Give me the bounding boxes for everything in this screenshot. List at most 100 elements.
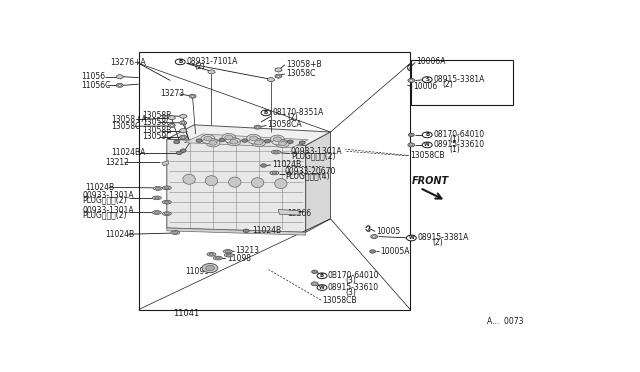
Circle shape xyxy=(219,138,225,142)
Circle shape xyxy=(264,140,271,143)
Text: 0B170-64010: 0B170-64010 xyxy=(328,271,380,280)
Text: 13058+A: 13058+A xyxy=(111,115,147,124)
Text: (2): (2) xyxy=(194,62,205,71)
Circle shape xyxy=(182,122,185,124)
Text: 11024B: 11024B xyxy=(272,160,301,169)
Circle shape xyxy=(275,68,282,72)
Text: 11024B: 11024B xyxy=(105,230,134,239)
Circle shape xyxy=(176,151,182,155)
Circle shape xyxy=(243,229,249,232)
Ellipse shape xyxy=(164,187,169,189)
Text: (2): (2) xyxy=(432,238,443,247)
Ellipse shape xyxy=(248,139,264,144)
Circle shape xyxy=(204,136,212,141)
Circle shape xyxy=(261,110,271,116)
Text: 11056C: 11056C xyxy=(81,81,111,90)
Ellipse shape xyxy=(205,176,218,186)
Ellipse shape xyxy=(154,187,163,190)
Circle shape xyxy=(372,235,376,237)
Circle shape xyxy=(168,116,175,120)
Circle shape xyxy=(408,143,415,147)
Circle shape xyxy=(250,136,257,141)
Circle shape xyxy=(189,94,196,98)
Circle shape xyxy=(271,135,284,143)
Text: 08170-64010: 08170-64010 xyxy=(433,130,484,140)
Circle shape xyxy=(275,74,282,78)
Polygon shape xyxy=(184,134,308,147)
Text: 13058C: 13058C xyxy=(111,122,141,131)
Text: 13273: 13273 xyxy=(161,89,184,99)
Polygon shape xyxy=(167,228,306,235)
Text: 13058B: 13058B xyxy=(142,111,172,120)
Circle shape xyxy=(180,121,187,125)
Ellipse shape xyxy=(272,140,287,145)
Text: (2): (2) xyxy=(442,80,453,89)
Circle shape xyxy=(170,125,173,126)
Circle shape xyxy=(406,235,416,241)
Text: B: B xyxy=(178,59,182,64)
Circle shape xyxy=(287,140,293,144)
Circle shape xyxy=(277,75,280,77)
Ellipse shape xyxy=(152,196,161,200)
Text: 13058C: 13058C xyxy=(286,69,316,78)
Text: (3): (3) xyxy=(346,276,356,285)
Text: B: B xyxy=(264,110,268,115)
Circle shape xyxy=(422,142,432,148)
Text: 08915-3381A: 08915-3381A xyxy=(433,75,484,84)
Text: (1): (1) xyxy=(449,135,460,144)
Text: 13059C: 13059C xyxy=(142,132,172,141)
Circle shape xyxy=(313,283,316,285)
Text: 13212: 13212 xyxy=(105,158,129,167)
Ellipse shape xyxy=(163,186,172,190)
Circle shape xyxy=(175,59,185,65)
Text: (1): (1) xyxy=(449,145,460,154)
Ellipse shape xyxy=(154,212,159,214)
Circle shape xyxy=(422,132,432,138)
Circle shape xyxy=(182,136,185,138)
Ellipse shape xyxy=(207,253,216,256)
Circle shape xyxy=(242,139,248,142)
Circle shape xyxy=(180,149,186,153)
Ellipse shape xyxy=(228,177,241,187)
Circle shape xyxy=(278,141,286,146)
Polygon shape xyxy=(167,125,330,145)
Circle shape xyxy=(196,139,202,142)
Text: 10005A: 10005A xyxy=(380,247,410,256)
Text: 08915-33610: 08915-33610 xyxy=(328,283,379,292)
Circle shape xyxy=(410,144,413,146)
Ellipse shape xyxy=(223,250,232,253)
Circle shape xyxy=(230,140,237,144)
Circle shape xyxy=(260,164,266,167)
Text: 11041: 11041 xyxy=(173,310,200,318)
Circle shape xyxy=(422,77,432,83)
Circle shape xyxy=(208,70,215,74)
Text: S: S xyxy=(425,77,429,82)
Circle shape xyxy=(317,273,327,279)
Ellipse shape xyxy=(227,254,231,256)
Ellipse shape xyxy=(216,257,220,259)
Ellipse shape xyxy=(163,200,172,204)
Text: 13058CB: 13058CB xyxy=(322,296,356,305)
Text: B: B xyxy=(425,132,429,137)
Circle shape xyxy=(317,285,327,291)
Bar xyxy=(138,52,410,310)
Text: 13266: 13266 xyxy=(287,209,312,218)
Ellipse shape xyxy=(173,231,178,234)
Circle shape xyxy=(300,141,305,144)
Ellipse shape xyxy=(225,253,233,257)
Text: 11024B: 11024B xyxy=(85,183,114,192)
Circle shape xyxy=(408,78,415,83)
Circle shape xyxy=(168,124,175,128)
Ellipse shape xyxy=(252,178,264,188)
Ellipse shape xyxy=(164,213,169,215)
Ellipse shape xyxy=(154,197,159,199)
Circle shape xyxy=(118,84,121,86)
Text: 00933-1301A: 00933-1301A xyxy=(291,147,342,156)
Text: 13058CB: 13058CB xyxy=(410,151,444,160)
Text: 11056: 11056 xyxy=(81,72,106,81)
Ellipse shape xyxy=(209,253,214,255)
Polygon shape xyxy=(278,209,301,215)
Text: W: W xyxy=(424,142,430,147)
Text: 13058+B: 13058+B xyxy=(286,60,321,69)
Text: 11099: 11099 xyxy=(186,267,210,276)
